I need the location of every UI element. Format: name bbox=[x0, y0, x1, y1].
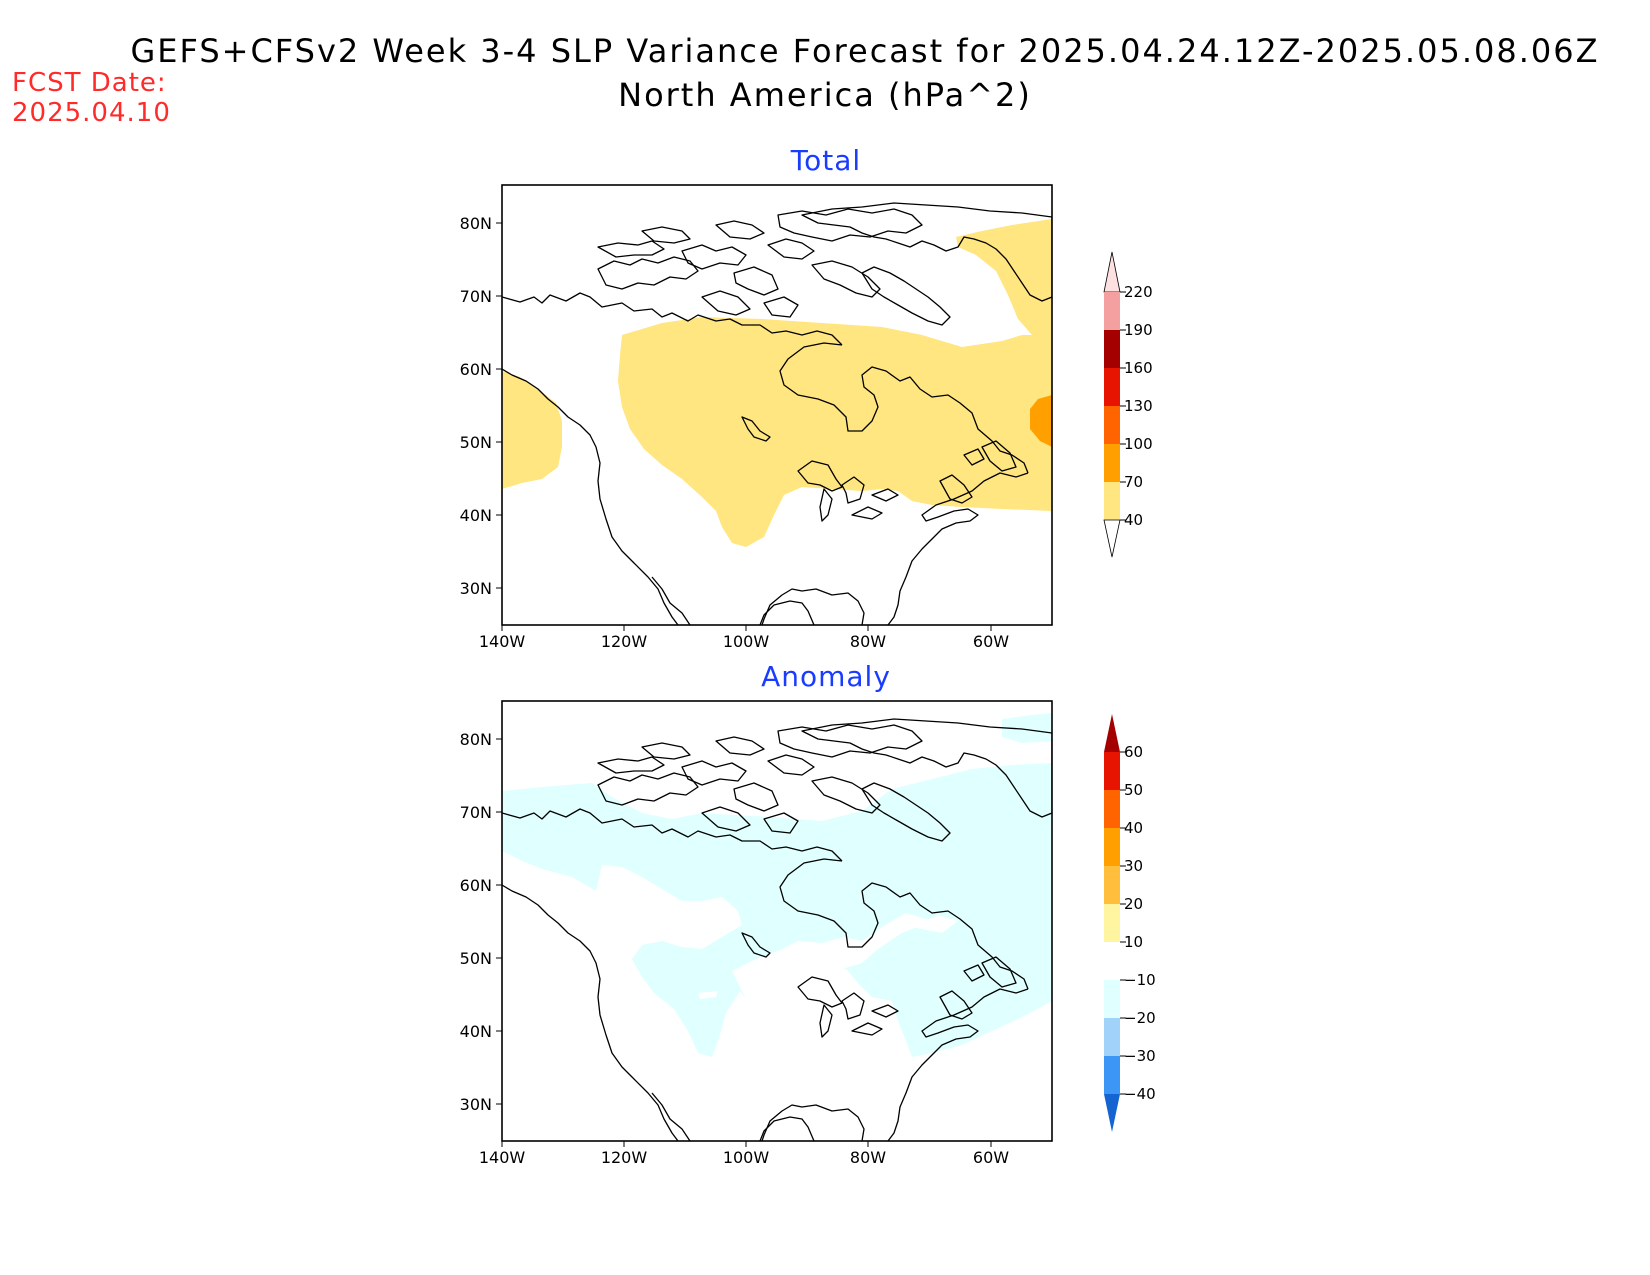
anomaly-lon-label: 120W bbox=[601, 1148, 648, 1167]
total-shading-70-100 bbox=[1030, 395, 1052, 447]
anomaly-lon-label: 100W bbox=[723, 1148, 770, 1167]
anomaly-colorbar-label: −10 bbox=[1124, 971, 1156, 989]
total-colorbar: 220 190 160 130 100 70 40 bbox=[1103, 251, 1153, 558]
anomaly-panel-title: Anomaly bbox=[761, 660, 891, 693]
total-lon-axis: 140W 120W 100W 80W 60W bbox=[479, 625, 1009, 651]
total-shading-40-70 bbox=[618, 317, 1052, 547]
anomaly-lon-axis: 140W 120W 100W 80W 60W bbox=[479, 1141, 1009, 1167]
anomaly-lat-label: 30N bbox=[460, 1095, 492, 1114]
total-lat-label: 70N bbox=[460, 287, 492, 306]
anomaly-lon-label: 140W bbox=[479, 1148, 526, 1167]
total-shading-40-70-northeast bbox=[956, 219, 1052, 335]
total-colorbar-label: 190 bbox=[1124, 321, 1153, 339]
anomaly-colorbar: 60 50 40 30 20 10 −10 −20 −30 −40 bbox=[1104, 714, 1156, 1132]
anomaly-colorbar-bin bbox=[1104, 790, 1120, 828]
anomaly-colorbar-label: −40 bbox=[1124, 1085, 1156, 1103]
anomaly-colorbar-label: 50 bbox=[1124, 781, 1143, 799]
anomaly-colorbar-label: 20 bbox=[1124, 895, 1143, 913]
anomaly-colorbar-label: 30 bbox=[1124, 857, 1143, 875]
forecast-date: FCST Date: 2025.04.10 bbox=[12, 68, 171, 128]
anomaly-colorbar-top-arrow bbox=[1104, 714, 1120, 752]
total-colorbar-label: 70 bbox=[1124, 473, 1143, 491]
anomaly-colorbar-label: −20 bbox=[1124, 1009, 1156, 1027]
total-lon-label: 100W bbox=[723, 632, 770, 651]
total-colorbar-bottom-arrow bbox=[1103, 519, 1121, 558]
total-colorbar-bin bbox=[1104, 444, 1120, 482]
total-colorbar-label: 220 bbox=[1124, 283, 1153, 301]
anomaly-lat-label: 80N bbox=[460, 730, 492, 749]
anomaly-lon-label: 80W bbox=[850, 1148, 886, 1167]
total-map-panel: 80N 70N 60N 50N 40N 30N 140W 120W 100W 8… bbox=[460, 184, 1053, 651]
total-lon-label: 60W bbox=[973, 632, 1009, 651]
anomaly-colorbar-bin bbox=[1104, 980, 1120, 1018]
total-colorbar-bin bbox=[1104, 292, 1120, 330]
total-shading-40-70-west bbox=[502, 371, 562, 489]
anomaly-lat-label: 40N bbox=[460, 1022, 492, 1041]
anomaly-lon-label: 60W bbox=[973, 1148, 1009, 1167]
total-colorbar-bin bbox=[1104, 406, 1120, 444]
map-title: GEFS+CFSv2 Week 3-4 SLP Variance Forecas… bbox=[130, 32, 1600, 70]
anomaly-colorbar-bin bbox=[1104, 942, 1120, 980]
anomaly-colorbar-bottom-arrow bbox=[1104, 1094, 1120, 1132]
anomaly-lat-axis: 80N 70N 60N 50N 40N 30N bbox=[460, 730, 502, 1114]
total-colorbar-bin bbox=[1104, 482, 1120, 520]
anomaly-colorbar-bin bbox=[1104, 828, 1120, 866]
total-colorbar-bin bbox=[1104, 368, 1120, 406]
anomaly-lat-label: 50N bbox=[460, 949, 492, 968]
map-subtitle: North America (hPa^2) bbox=[618, 76, 1032, 114]
anomaly-lat-label: 60N bbox=[460, 876, 492, 895]
total-colorbar-label: 160 bbox=[1124, 359, 1153, 377]
total-colorbar-bin bbox=[1104, 330, 1120, 368]
total-lon-label: 120W bbox=[601, 632, 648, 651]
anomaly-shading-neg10-neg20-north bbox=[502, 763, 1052, 1057]
anomaly-colorbar-label: 10 bbox=[1124, 933, 1143, 951]
anomaly-colorbar-bin bbox=[1104, 1056, 1120, 1094]
total-panel-title: Total bbox=[790, 144, 862, 177]
forecast-date-label: FCST Date: bbox=[12, 68, 167, 98]
anomaly-colorbar-bin bbox=[1104, 904, 1120, 942]
anomaly-colorbar-label: 60 bbox=[1124, 743, 1143, 761]
total-colorbar-label: 130 bbox=[1124, 397, 1153, 415]
total-lat-label: 60N bbox=[460, 360, 492, 379]
anomaly-colorbar-label: 40 bbox=[1124, 819, 1143, 837]
anomaly-colorbar-bin bbox=[1104, 1018, 1120, 1056]
total-lat-label: 40N bbox=[460, 506, 492, 525]
anomaly-colorbar-label: −30 bbox=[1124, 1047, 1156, 1065]
total-lat-label: 50N bbox=[460, 433, 492, 452]
anomaly-colorbar-bin bbox=[1104, 752, 1120, 790]
total-colorbar-label: 40 bbox=[1124, 511, 1143, 529]
anomaly-map-panel: 80N 70N 60N 50N 40N 30N 140W 120W 100W 8… bbox=[460, 700, 1053, 1167]
forecast-date-value: 2025.04.10 bbox=[12, 98, 171, 128]
anomaly-lat-label: 70N bbox=[460, 803, 492, 822]
total-lon-label: 140W bbox=[479, 632, 526, 651]
total-colorbar-top-arrow bbox=[1103, 251, 1121, 293]
total-lon-label: 80W bbox=[850, 632, 886, 651]
anomaly-colorbar-bin bbox=[1104, 866, 1120, 904]
total-lat-axis: 80N 70N 60N 50N 40N 30N bbox=[460, 214, 502, 598]
total-colorbar-label: 100 bbox=[1124, 435, 1153, 453]
total-lat-label: 30N bbox=[460, 579, 492, 598]
total-lat-label: 80N bbox=[460, 214, 492, 233]
